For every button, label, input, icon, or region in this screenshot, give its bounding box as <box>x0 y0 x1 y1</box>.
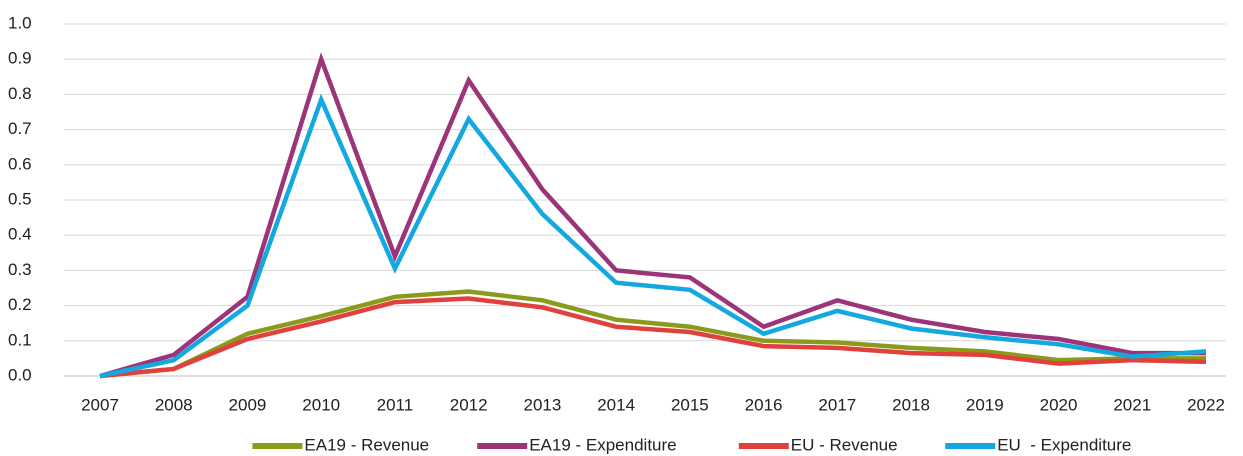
x-tick-label: 2018 <box>892 395 930 414</box>
x-tick-label: 2022 <box>1187 395 1225 414</box>
y-tick-label: 0.4 <box>8 225 32 244</box>
y-tick-label: 0.6 <box>8 154 32 173</box>
y-tick-label: 1.0 <box>8 13 32 32</box>
x-tick-label: 2016 <box>745 395 783 414</box>
y-tick-label: 0.2 <box>8 295 32 314</box>
x-tick-label: 2008 <box>155 395 193 414</box>
line-series <box>99 296 1207 379</box>
x-tick-label: 2009 <box>229 395 267 414</box>
y-tick-label: 0.3 <box>8 260 32 279</box>
x-tick-label: 2013 <box>523 395 561 414</box>
x-tick-label: 2017 <box>818 395 856 414</box>
y-tick-label: 0.1 <box>8 330 32 349</box>
y-tick-label: 0.8 <box>8 84 32 103</box>
legend-label: EU - Expenditure <box>997 435 1131 454</box>
x-tick-label: 2012 <box>450 395 488 414</box>
y-tick-label: 0.7 <box>8 119 32 138</box>
x-tick-label: 2007 <box>81 395 119 414</box>
line-series <box>99 52 1206 379</box>
x-tick-label: 2014 <box>597 395 635 414</box>
x-tick-label: 2010 <box>302 395 340 414</box>
legend-label: EU - Revenue <box>791 435 898 454</box>
x-tick-label: 2011 <box>377 395 414 414</box>
x-tick-label: 2020 <box>1040 395 1078 414</box>
x-tick-label: 2015 <box>671 395 709 414</box>
x-tick-label: 2019 <box>966 395 1004 414</box>
line-series <box>99 93 1207 379</box>
y-tick-label: 0.9 <box>8 49 32 68</box>
legend-label: EA19 - Expenditure <box>529 435 676 454</box>
legend-label: EA19 - Revenue <box>304 435 429 454</box>
y-tick-label: 0.5 <box>8 189 32 208</box>
line-series <box>99 289 1206 379</box>
y-tick-label: 0.0 <box>8 365 32 384</box>
x-tick-label: 2021 <box>1113 395 1151 414</box>
